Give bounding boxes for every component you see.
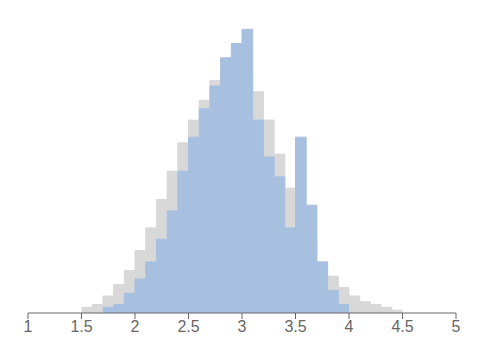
svg-text:2: 2: [131, 318, 140, 335]
svg-text:2.5: 2.5: [177, 318, 199, 335]
svg-text:4: 4: [345, 318, 354, 335]
svg-text:1: 1: [24, 318, 33, 335]
svg-text:3.5: 3.5: [284, 318, 306, 335]
svg-text:4.5: 4.5: [391, 318, 413, 335]
svg-text:5: 5: [452, 318, 461, 335]
svg-text:3: 3: [238, 318, 247, 335]
svg-text:1.5: 1.5: [70, 318, 92, 335]
